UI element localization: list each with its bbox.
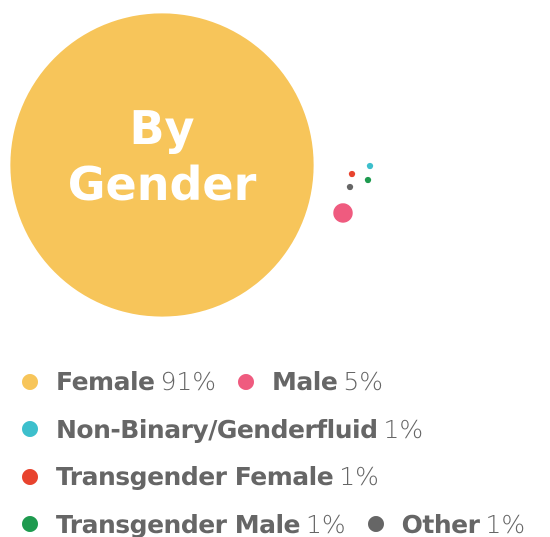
legend-swatch: [22, 516, 38, 533]
legend-swatch: [367, 516, 384, 533]
legend-swatch: [238, 373, 255, 390]
legend-item: Transgender Female 1%: [22, 462, 379, 491]
bubble: [348, 170, 356, 178]
value-label: 91%: [160, 367, 217, 397]
legend-label: Other: [401, 509, 480, 537]
value-label: 1%: [383, 414, 424, 444]
legend-label: Transgender Female: [56, 462, 334, 492]
legend-label: Transgender Male: [56, 509, 301, 537]
bubble: [346, 183, 354, 191]
legend-row: Non-Binary/Genderfluid 1%: [22, 406, 550, 454]
legend-item: Male 5%: [238, 367, 383, 396]
bubble-area: [10, 13, 374, 317]
legend-swatch: [22, 373, 38, 390]
legend: Female 91% Male 5% Non-Binary/Genderfluid 1% T…: [22, 358, 550, 537]
legend-label: Non-Binary/Genderfluid: [56, 414, 378, 444]
chart-title: By Gender: [67, 101, 257, 211]
legend-label: Female: [56, 367, 155, 397]
legend-row: Transgender Male 1% Other 1%: [22, 501, 550, 537]
bubble: [364, 176, 372, 184]
legend-swatch: [22, 468, 38, 485]
legend-row: Transgender Female 1%: [22, 453, 550, 501]
legend-label: Male: [272, 367, 338, 397]
value-label: 1%: [339, 462, 379, 492]
value-label: 1%: [306, 509, 346, 537]
legend-item: Other 1%: [367, 509, 526, 537]
legend-swatch: [22, 421, 38, 438]
bubble: [333, 203, 353, 223]
bubble: [10, 13, 314, 317]
legend-item: Non-Binary/Genderfluid 1%: [22, 415, 423, 444]
legend-item: Female 91%: [22, 367, 216, 396]
bubble: [366, 162, 374, 170]
value-label: 5%: [343, 367, 383, 397]
legend-item: Transgender Male 1%: [22, 510, 346, 537]
value-label: 1%: [485, 509, 526, 537]
legend-row: Female 91% Male 5%: [22, 358, 550, 406]
